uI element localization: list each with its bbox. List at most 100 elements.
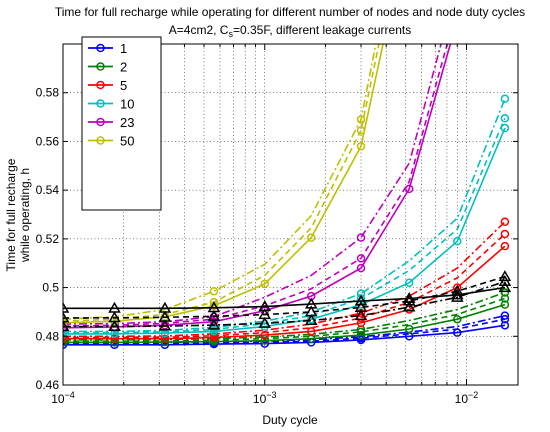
series-50-point (260, 279, 269, 289)
series-10-point (500, 114, 510, 123)
legend-label-23: 23 (120, 115, 134, 130)
series-23-point (356, 263, 366, 273)
black-series-point (402, 294, 416, 306)
black-series-point (498, 274, 512, 286)
series-50-point (63, 318, 68, 328)
series-5-point (306, 327, 316, 336)
y-axis-label-line1: Time for full recharge (4, 158, 18, 271)
black-series-point (258, 316, 272, 328)
series-50-point (209, 297, 219, 307)
series-23-point (404, 184, 414, 194)
series-1-point (500, 321, 510, 330)
series-50-dashdot-line (63, 44, 377, 320)
black-series-point (354, 294, 368, 306)
series-10-point (453, 237, 462, 246)
series-1-point (500, 311, 510, 320)
y-tick-label: 0.52 (36, 232, 60, 246)
series-5-solid-line (63, 245, 506, 340)
series-2-point (404, 324, 414, 334)
series-23-dashdot-line (63, 44, 442, 325)
series-2-solid-line (63, 303, 506, 344)
legend-label-5: 5 (120, 78, 127, 93)
series-layer (63, 44, 512, 350)
x-axis-label: Duty cycle (262, 413, 318, 427)
series-5-point (500, 229, 510, 239)
y-tick-label: 0.54 (36, 183, 60, 197)
series-10-point (404, 278, 414, 287)
black-series-dashdot-line (63, 280, 506, 328)
series-5-point (500, 241, 510, 251)
legend: 1 2 5 10 23 50 (81, 36, 162, 211)
series-2-point (356, 330, 366, 340)
series-50-point (356, 115, 366, 124)
black-series-point (63, 301, 70, 313)
series-2-point (500, 294, 510, 303)
black-series-point (498, 270, 512, 282)
black-series-point (158, 319, 172, 331)
legend-label-1: 1 (120, 41, 127, 56)
black-series-point (63, 311, 70, 323)
series-2-point (453, 314, 462, 324)
y-tick-label: 0.48 (36, 329, 60, 343)
series-2-point (260, 336, 269, 345)
x-tick-label: 10−3 (253, 390, 277, 406)
series-10-point (500, 94, 510, 104)
y-axis-ticks: 0.46 0.48 0.5 0.52 0.54 0.56 0.58 (36, 86, 518, 392)
series-10-dash-line (63, 117, 506, 334)
series-5-dashdot-line (63, 221, 506, 338)
black-series-point (354, 309, 368, 321)
series-23-point (356, 254, 366, 263)
series-10-point (63, 329, 68, 339)
plot-frame (62, 43, 519, 386)
legend-label-2: 2 (120, 60, 127, 75)
series-50-point (356, 126, 366, 135)
black-series-point (63, 320, 70, 332)
series-2-point (500, 288, 510, 297)
chart-title-line2: A=4cm2, Cs=0.35F, different leakage curr… (169, 23, 411, 39)
legend-marker-23 (96, 117, 105, 127)
x-axis-ticks: 10−4 10−3 10−2 (51, 44, 478, 406)
series-2-dash-line (63, 297, 506, 343)
legend-marker-50 (96, 136, 105, 145)
series-50-point (306, 233, 316, 242)
series-5-point (110, 334, 119, 343)
legend-label-50: 50 (120, 134, 134, 149)
series-1-solid-line (63, 324, 506, 346)
series-10-dashdot-line (63, 98, 506, 333)
series-23-point (356, 233, 366, 242)
series-23-dash-line (63, 44, 449, 327)
series-50-point (356, 142, 366, 151)
series-1-point (63, 340, 68, 350)
series-50-dash-line (63, 44, 380, 322)
black-series-point (207, 318, 221, 330)
y-axis-label-line2: while operating, h (18, 168, 32, 263)
legend-marker-5 (96, 80, 105, 90)
black-series-point (450, 284, 464, 296)
chart-title-line1: Time for full recharge while operating f… (55, 5, 525, 19)
y-tick-label: 0.46 (36, 378, 60, 392)
y-tick-label: 0.56 (36, 134, 60, 148)
black-series-point (304, 313, 318, 325)
series-10-solid-line (63, 127, 506, 335)
black-series-point (108, 320, 121, 332)
series-5-dash-line (63, 233, 506, 339)
series-2-point (500, 300, 510, 309)
series-5-point (260, 330, 269, 340)
series-1-dash-line (63, 318, 506, 345)
series-50-point (209, 286, 219, 296)
series-50-solid-line (63, 44, 384, 324)
series-2-dashdot-line (63, 291, 506, 341)
black-series-point (450, 290, 464, 302)
legend-marker-2 (96, 62, 105, 71)
legend-label-10: 10 (120, 97, 134, 112)
legend-marker-10 (96, 99, 105, 108)
x-tick-label: 10−4 (51, 390, 75, 406)
legend-marker-1 (96, 43, 105, 53)
series-2-point (63, 338, 68, 347)
series-2-point (356, 327, 366, 337)
y-tick-label: 0.58 (36, 86, 60, 100)
black-series-point (402, 300, 416, 312)
series-5-point (500, 217, 510, 227)
black-series-point (498, 281, 512, 293)
